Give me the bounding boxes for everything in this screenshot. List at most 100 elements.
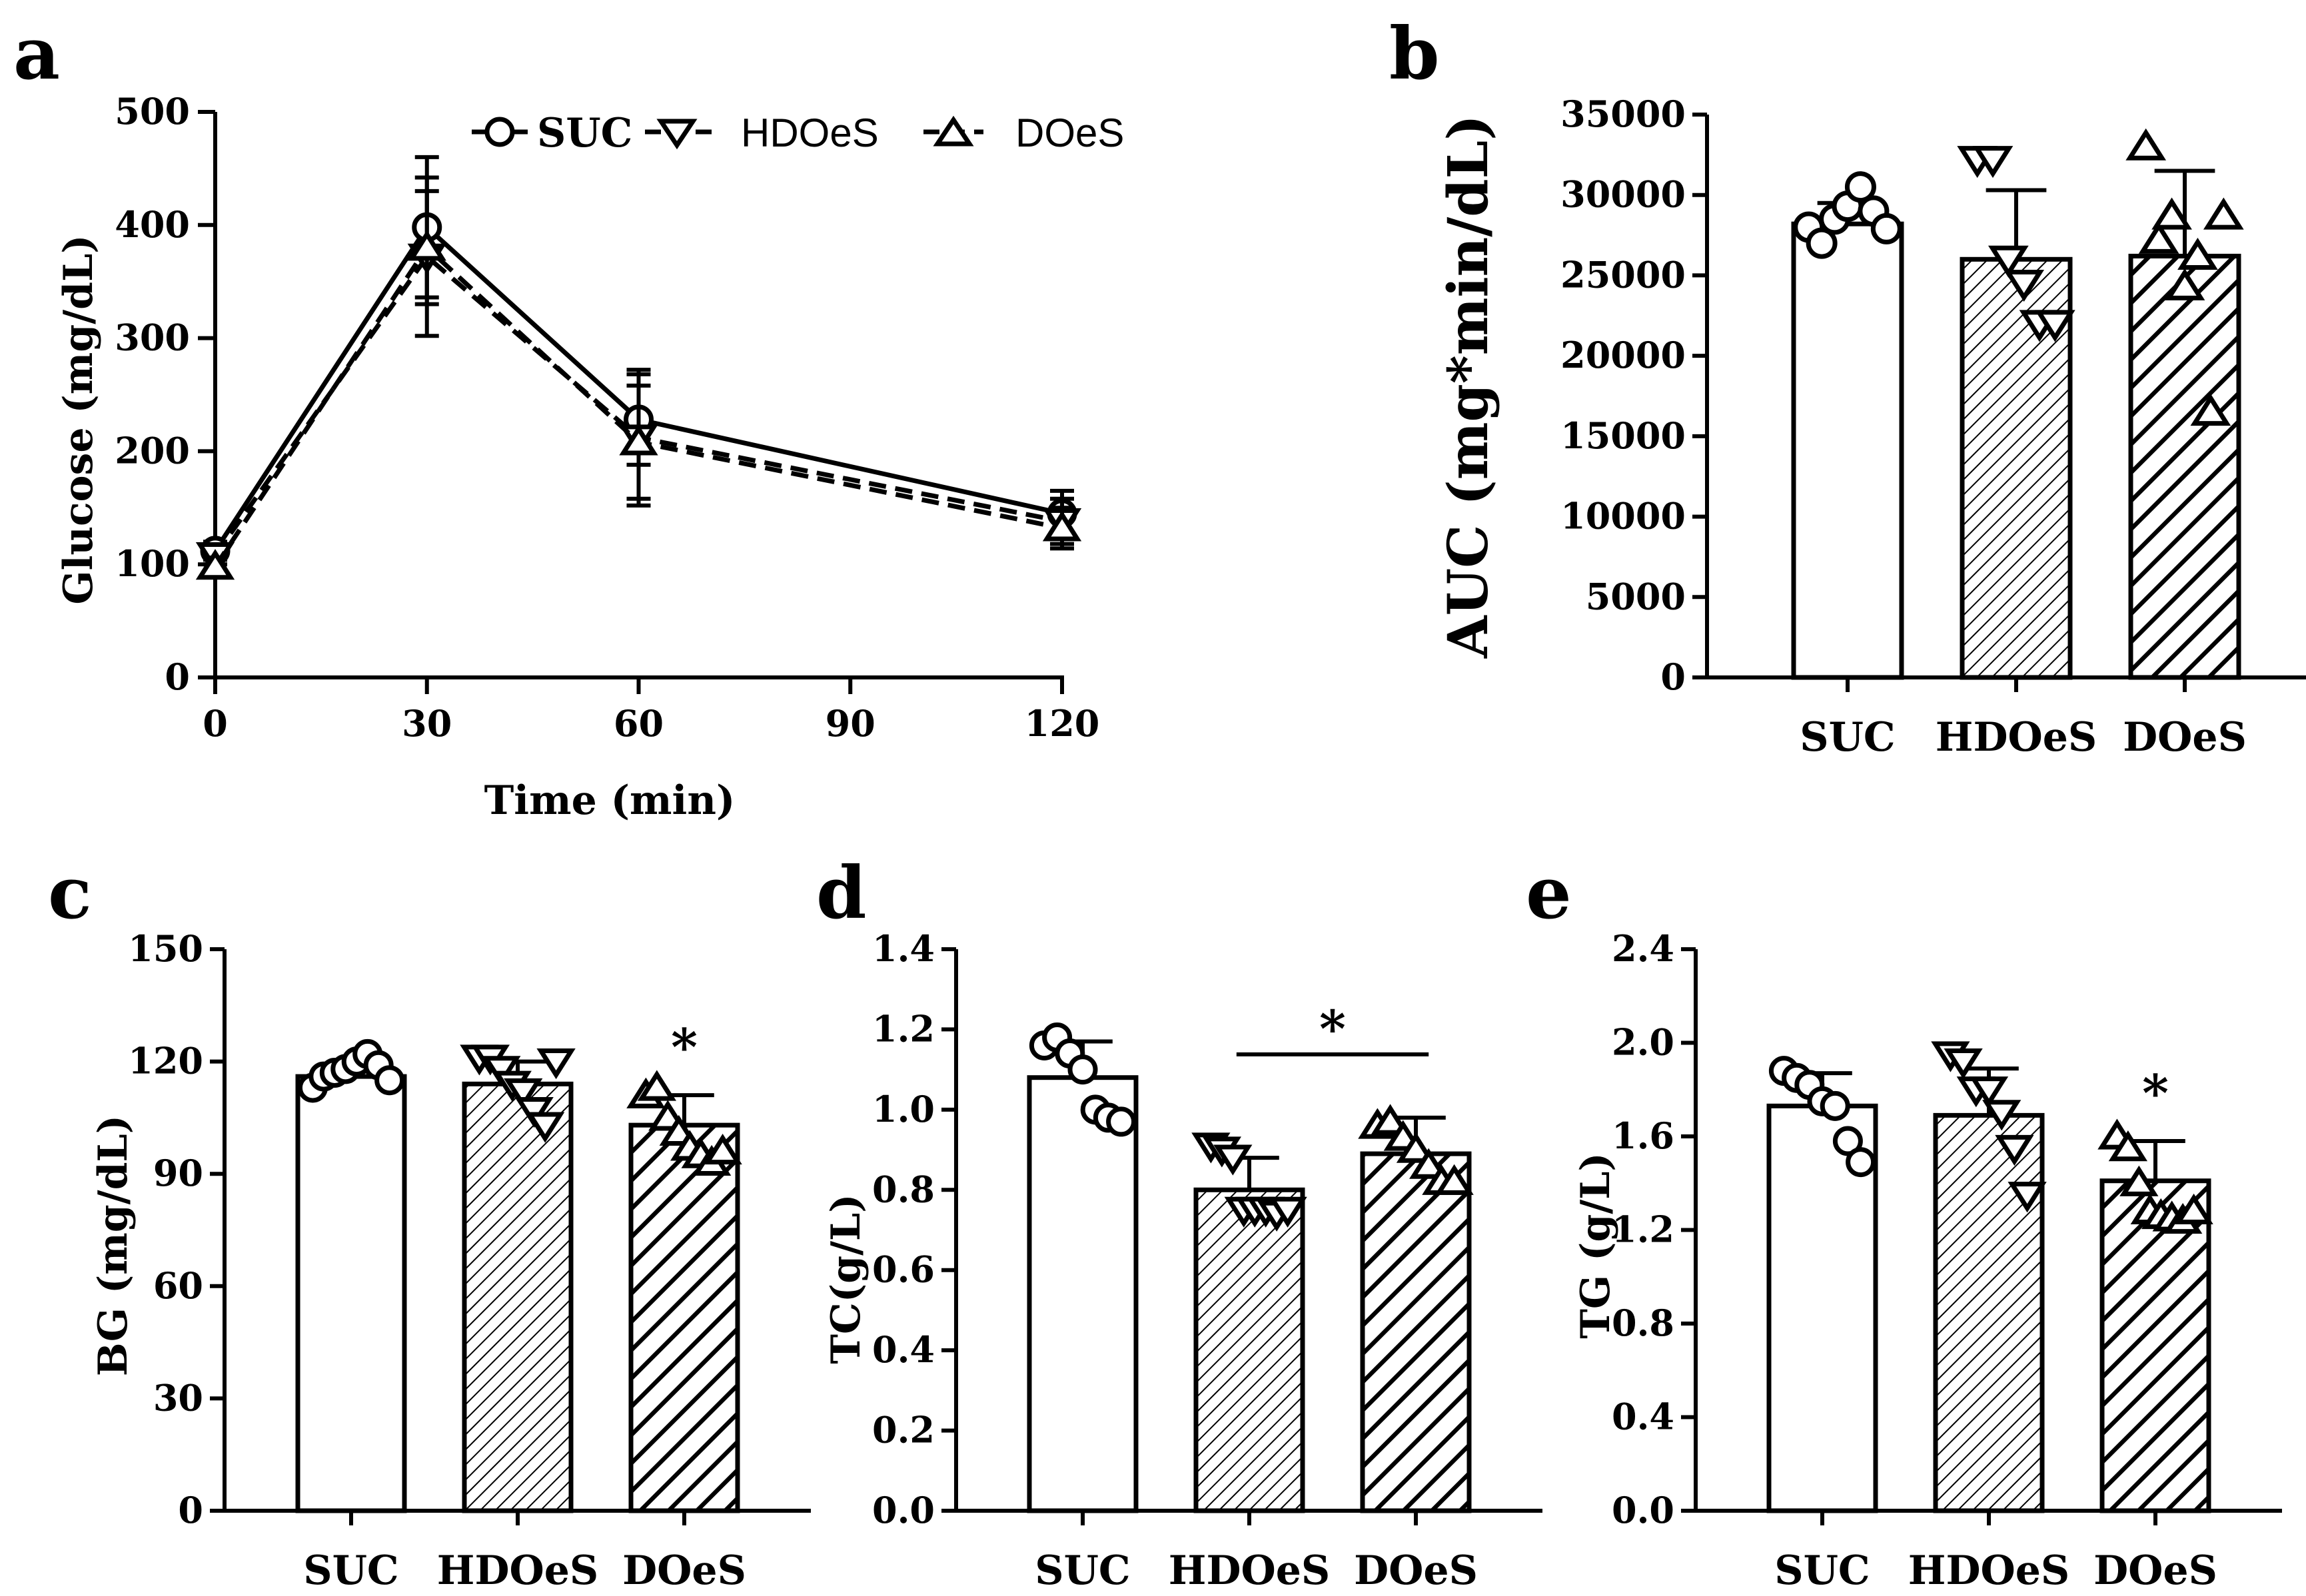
- panel-b-y-tick-label: 10000: [1560, 495, 1686, 538]
- panel-d-y-tick-label: 0.0: [872, 1489, 935, 1531]
- significance-star: *: [2142, 1063, 2169, 1122]
- legend-circle-icon: [484, 117, 515, 147]
- panel-d-y-tick-label: 0.8: [872, 1168, 935, 1210]
- data-point-suc: [1846, 1147, 1876, 1178]
- data-point-suc: [1806, 227, 1838, 259]
- data-point-hdoes: [1268, 1196, 1307, 1228]
- panel-a-x-axis-title: Time (min): [484, 777, 736, 824]
- panel-e-y-tick-label: 1.2: [1612, 1208, 1674, 1251]
- panel-c-y-tick-label: 60: [153, 1264, 203, 1307]
- legend-triangle-down-icon: [656, 119, 698, 150]
- data-point-does: [195, 549, 235, 580]
- category-label-hdoes: HDOeS: [1169, 1547, 1331, 1594]
- data-point-does: [2119, 1165, 2159, 1196]
- data-point-hdoes: [2034, 310, 2075, 342]
- bar-does: [628, 1122, 740, 1513]
- panel-b-y-tick-label: 15000: [1560, 414, 1686, 457]
- panel-a-x-tick-label: 120: [1025, 702, 1100, 745]
- panel-d-y-tick-label: 0.2: [872, 1409, 935, 1451]
- legend-label-does: DOeS: [1015, 111, 1124, 155]
- panel-b-y-tick-label: 30000: [1560, 173, 1686, 216]
- category-label-suc: SUC: [1035, 1547, 1130, 1594]
- panel-c-y-tick-label: 0: [178, 1489, 203, 1531]
- panel-e-y-tick-label: 0.0: [1612, 1489, 1674, 1531]
- panel-e-y-tick-label: 2.0: [1612, 1021, 1674, 1064]
- data-point-hdoes: [1995, 1134, 2034, 1166]
- category-label-hdoes: HDOeS: [437, 1547, 599, 1594]
- data-point-does: [2203, 197, 2244, 230]
- data-point-hdoes: [482, 1056, 521, 1087]
- panel-label-c: c: [48, 851, 92, 935]
- panel-label-e: e: [1526, 851, 1572, 935]
- legend-entry-hdoes: HDOeS: [645, 111, 879, 155]
- panel-a-y-tick-label: 500: [115, 90, 190, 133]
- data-point-does: [1371, 1104, 1410, 1135]
- panel-d-y-tick-label: 0.4: [872, 1328, 935, 1371]
- data-point-hdoes: [1972, 146, 2014, 179]
- series-line-hdoes: [213, 253, 1063, 557]
- panel-d-y-tick-label: 1.2: [872, 1007, 935, 1050]
- panel-a-line-chart: a Glucose (mg/dL) Time (min) SUC HDOeS D…: [13, 12, 1124, 824]
- panel-c-y-tick-label: 90: [153, 1152, 203, 1194]
- series-line-does: [213, 244, 1063, 568]
- panel-d-y-axis-title: TC(g/L): [823, 1194, 869, 1364]
- panel-e-y-tick-label: 0.4: [1612, 1396, 1674, 1438]
- panel-e-y-tick-label: 0.8: [1612, 1302, 1674, 1344]
- panel-a-y-tick-label: 100: [115, 542, 190, 585]
- panel-a-legend: SUC HDOeS DOeS: [472, 110, 1124, 157]
- data-point-hdoes: [536, 1048, 576, 1080]
- panel-d-y-tick-label: 1.0: [872, 1088, 935, 1130]
- bar-suc: [1027, 1075, 1139, 1513]
- bar-suc: [1791, 221, 1904, 680]
- data-point-does: [637, 1070, 677, 1101]
- panel-a-y-tick-label: 200: [115, 429, 190, 472]
- bar-suc: [295, 1074, 407, 1513]
- data-point-does: [2190, 394, 2231, 426]
- data-point-hdoes: [1213, 1144, 1253, 1176]
- series-line-suc: [213, 223, 1063, 552]
- panel-a-y-axis-title: Glucose (mg/dL): [55, 234, 102, 604]
- panel-b-bar-chart: b AUC (mg*min/dL) 0 5000 10000 15000 20000 25…: [1389, 12, 2306, 761]
- data-point-suc: [1870, 212, 1902, 244]
- data-point-does: [1396, 1132, 1436, 1163]
- data-point-does: [2138, 221, 2179, 254]
- panel-a-x-tick-label: 30: [402, 702, 452, 745]
- category-label-suc: SUC: [1800, 714, 1895, 761]
- significance-star: *: [1319, 999, 1346, 1058]
- data-point-hdoes: [1969, 1076, 2009, 1108]
- data-point-does: [1409, 1148, 1448, 1179]
- data-point-hdoes: [1982, 1100, 2021, 1131]
- data-point-suc: [1844, 171, 1876, 203]
- panel-b-y-tick-label: 0: [1660, 655, 1686, 698]
- panel-b-y-tick-label: 25000: [1560, 253, 1686, 296]
- panel-label-d: d: [816, 851, 867, 935]
- bar-does: [2128, 253, 2241, 680]
- data-point-does: [2174, 1193, 2213, 1225]
- panel-c-y-tick-label: 150: [128, 927, 203, 970]
- panel-c-bar-chart: c BG (mg/dL) 0 30 60 90 120 150 SUC HDOeS DOeS *: [48, 851, 811, 1594]
- panel-c-y-tick-label: 120: [128, 1040, 203, 1082]
- data-point-hdoes: [525, 1112, 565, 1143]
- bar-hdoes: [1193, 1187, 1305, 1513]
- data-point-hdoes: [514, 1097, 554, 1128]
- data-point-hdoes: [1988, 245, 2029, 278]
- panel-label-a: a: [13, 12, 60, 96]
- legend-entry-does: DOeS: [923, 111, 1124, 155]
- data-point-does: [2151, 197, 2192, 230]
- data-point-hdoes: [1944, 1048, 1983, 1080]
- panel-e-bar-chart: e TG (g/L) 0.0 0.4 0.8 1.2 1.6 2.0 2.4 SUC HDOeS…: [1526, 851, 2282, 1594]
- data-point-hdoes: [2008, 1182, 2047, 1213]
- legend-entry-suc: SUC: [472, 110, 632, 157]
- category-label-hdoes: HDOeS: [1908, 1547, 2070, 1594]
- data-point-hdoes: [504, 1078, 543, 1110]
- panel-d-y-tick-label: 1.4: [872, 927, 935, 970]
- bar-does: [1360, 1151, 1472, 1513]
- panel-b-y-axis-title: AUC (mg*min/dL): [1437, 115, 1500, 659]
- data-point-suc: [1067, 1054, 1098, 1085]
- panel-b-y-tick-label: 35000: [1560, 93, 1686, 135]
- legend-label-hdoes: HDOeS: [741, 111, 879, 155]
- category-label-suc: SUC: [1774, 1547, 1870, 1594]
- panel-label-b: b: [1389, 12, 1440, 96]
- category-label-does: DOeS: [2093, 1547, 2217, 1594]
